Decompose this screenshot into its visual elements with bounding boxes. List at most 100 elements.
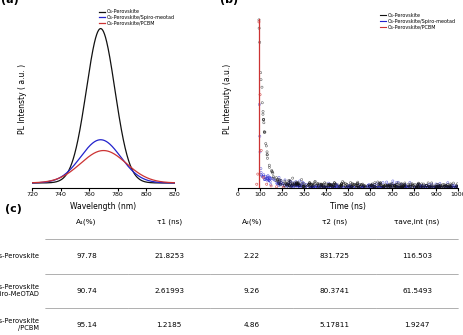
Point — [349, 182, 357, 188]
Point — [292, 181, 299, 186]
Point — [302, 185, 309, 190]
Point — [317, 182, 325, 187]
Point — [420, 181, 427, 187]
Point — [450, 182, 458, 188]
Point — [387, 184, 394, 189]
Point — [340, 185, 348, 190]
Point — [377, 182, 384, 188]
Point — [413, 185, 420, 190]
Point — [354, 181, 362, 186]
Point — [258, 173, 266, 179]
Point — [433, 184, 441, 189]
Point — [375, 182, 382, 188]
Point — [400, 185, 407, 190]
Point — [393, 183, 400, 189]
Point — [373, 181, 381, 187]
Point — [364, 185, 371, 190]
Point — [353, 182, 360, 187]
Point — [259, 112, 267, 117]
Point — [435, 185, 442, 190]
Point — [437, 182, 444, 188]
Point — [352, 183, 360, 188]
Line: Cs-Perovskite/PCBM: Cs-Perovskite/PCBM — [32, 150, 175, 183]
Point — [369, 181, 376, 187]
Point — [408, 181, 416, 187]
Point — [424, 185, 432, 190]
Point — [432, 184, 440, 190]
Point — [376, 185, 383, 190]
Point — [430, 185, 437, 190]
Point — [373, 185, 381, 190]
Point — [420, 184, 428, 189]
Point — [263, 152, 271, 157]
Point — [407, 183, 414, 189]
Point — [425, 184, 433, 189]
Point — [434, 184, 442, 189]
Point — [277, 181, 284, 187]
Point — [257, 77, 265, 82]
Point — [296, 183, 303, 188]
Point — [325, 183, 332, 188]
Point — [369, 184, 376, 190]
Point — [338, 184, 345, 189]
Point — [298, 184, 306, 189]
Point — [335, 184, 342, 190]
Point — [440, 184, 448, 189]
Point — [383, 185, 390, 190]
Point — [391, 184, 399, 189]
Point — [296, 178, 303, 184]
Point — [414, 185, 422, 190]
Point — [344, 182, 351, 188]
Point — [349, 181, 356, 186]
Point — [407, 181, 414, 187]
Point — [428, 180, 435, 186]
Point — [337, 185, 344, 190]
Point — [275, 175, 283, 180]
Point — [417, 185, 425, 190]
Point — [269, 174, 277, 179]
Point — [419, 183, 426, 188]
Point — [446, 183, 453, 188]
Point — [408, 182, 416, 187]
Point — [313, 183, 320, 188]
Point — [261, 177, 268, 182]
Point — [265, 177, 272, 183]
Point — [340, 180, 347, 186]
Point — [365, 182, 373, 187]
Point — [349, 185, 356, 190]
Cs-Perovskite/Spiro-meotad — [113, 149, 119, 153]
Point — [320, 181, 328, 187]
Point — [347, 183, 354, 188]
Point — [361, 185, 369, 190]
Point — [439, 182, 446, 187]
Point — [438, 185, 445, 190]
Point — [448, 185, 455, 190]
Point — [360, 183, 368, 188]
Point — [383, 185, 390, 190]
Point — [257, 172, 265, 178]
Point — [388, 183, 396, 188]
Point — [354, 181, 361, 186]
Point — [414, 182, 422, 187]
Point — [267, 183, 275, 189]
Point — [263, 152, 271, 157]
Point — [295, 181, 302, 187]
Point — [300, 184, 308, 189]
Point — [397, 182, 404, 187]
Point — [294, 183, 301, 188]
Point — [406, 183, 413, 189]
Point — [404, 185, 412, 190]
Point — [404, 182, 412, 187]
Point — [375, 185, 382, 190]
Point — [435, 185, 443, 190]
Point — [286, 178, 294, 183]
Point — [358, 182, 365, 188]
Point — [418, 185, 425, 190]
Point — [385, 183, 393, 188]
Point — [442, 183, 449, 188]
Point — [342, 183, 349, 189]
Point — [257, 148, 265, 153]
Point — [326, 182, 333, 187]
Point — [388, 181, 395, 186]
Point — [438, 183, 445, 189]
